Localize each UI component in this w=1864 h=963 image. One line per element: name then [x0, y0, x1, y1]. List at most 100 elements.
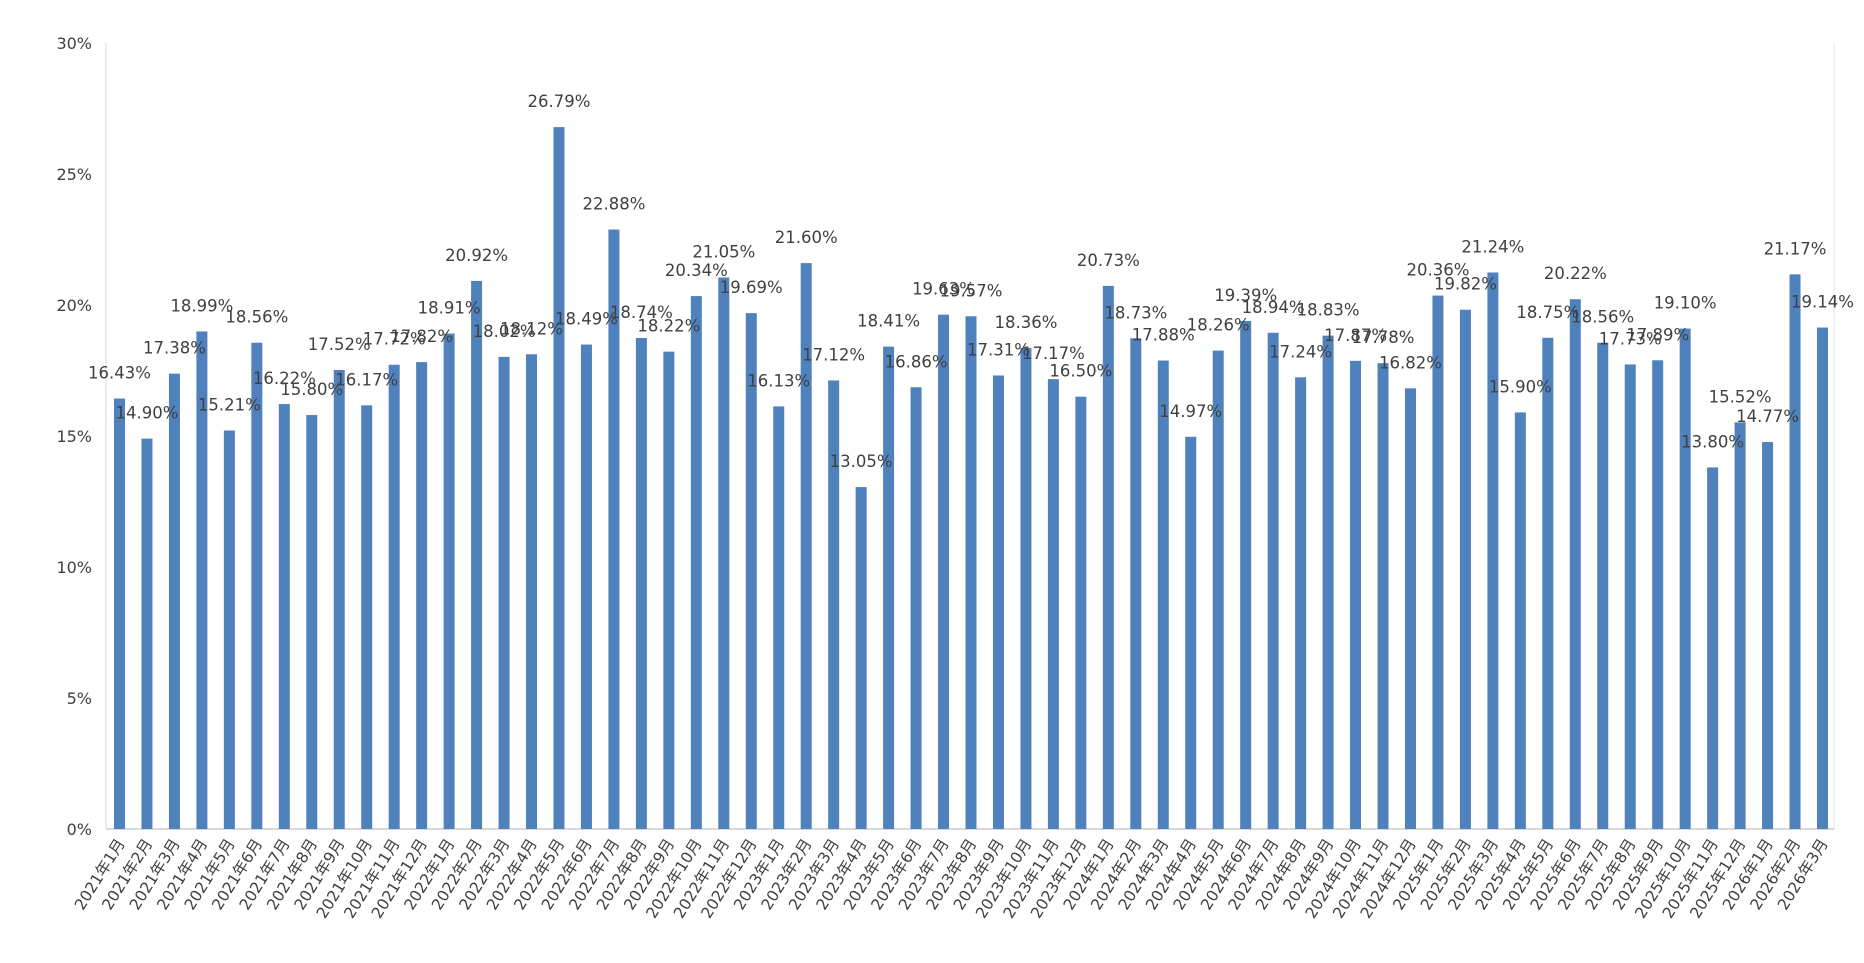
- bar: [745, 313, 757, 829]
- bar: [883, 346, 895, 829]
- bar-series: [114, 127, 1828, 830]
- data-label: 16.13%: [747, 371, 810, 390]
- bar: [1102, 285, 1114, 829]
- data-label: 17.73%: [1599, 329, 1662, 348]
- data-label: 14.90%: [116, 404, 179, 423]
- data-label: 18.94%: [1242, 298, 1305, 317]
- data-label: 18.75%: [1516, 303, 1579, 322]
- data-label: 18.02%: [473, 322, 536, 341]
- bar: [910, 387, 922, 829]
- bar: [1020, 347, 1032, 829]
- bar: [1350, 360, 1362, 829]
- bar: [992, 375, 1004, 829]
- data-label: 20.36%: [1406, 261, 1469, 280]
- bar: [1487, 272, 1499, 829]
- bar: [114, 398, 125, 829]
- data-label: 15.90%: [1489, 377, 1552, 396]
- y-tick-label: 20%: [56, 296, 92, 315]
- data-label: 21.17%: [1764, 239, 1827, 258]
- bar: [251, 342, 263, 829]
- data-label: 13.05%: [830, 452, 893, 471]
- bar: [278, 404, 290, 829]
- data-label: 17.87%: [1324, 326, 1387, 345]
- bar: [1075, 396, 1087, 829]
- data-label: 16.43%: [88, 364, 151, 383]
- bar: [196, 331, 208, 829]
- bar: [1817, 327, 1828, 829]
- data-label: 18.56%: [1571, 308, 1634, 327]
- data-label: 16.50%: [1049, 362, 1112, 381]
- data-label: 21.05%: [692, 242, 755, 261]
- bar: [1624, 364, 1636, 829]
- bar: [1157, 360, 1169, 829]
- data-label: 18.22%: [637, 317, 700, 336]
- y-tick-label: 30%: [56, 34, 92, 53]
- data-label: 17.24%: [1269, 342, 1332, 361]
- bar: [1789, 274, 1801, 830]
- y-tick-label: 5%: [67, 689, 92, 708]
- bar: [855, 487, 867, 829]
- bar: [168, 373, 180, 829]
- bar: [1267, 332, 1279, 829]
- bar: [223, 430, 235, 829]
- bar: [1047, 379, 1059, 829]
- data-label: 18.12%: [500, 319, 563, 338]
- data-label: 13.80%: [1681, 432, 1744, 451]
- data-label: 17.78%: [1352, 328, 1415, 347]
- bar: [1542, 337, 1554, 829]
- data-label: 19.14%: [1791, 293, 1854, 312]
- data-label: 17.72%: [363, 330, 426, 349]
- data-label: 17.88%: [1132, 326, 1195, 345]
- data-label: 20.92%: [445, 246, 508, 265]
- data-label: 19.82%: [1434, 275, 1497, 294]
- data-label: 18.83%: [1297, 301, 1360, 320]
- bar: [635, 338, 647, 829]
- data-label: 14.97%: [1159, 402, 1222, 421]
- y-tick-label: 10%: [56, 558, 92, 577]
- data-label: 21.60%: [775, 228, 838, 247]
- bar: [553, 127, 565, 830]
- bar: [498, 356, 510, 829]
- data-label: 17.52%: [308, 335, 371, 354]
- bar: [1652, 360, 1664, 829]
- bar: [800, 263, 812, 830]
- bar: [718, 277, 730, 829]
- y-tick-label: 25%: [56, 165, 92, 184]
- data-label: 17.31%: [967, 340, 1030, 359]
- bar: [1569, 299, 1581, 829]
- bar: [333, 369, 345, 829]
- bar: [416, 362, 428, 829]
- bar: [965, 316, 977, 829]
- bar: [443, 333, 455, 829]
- data-label: 15.21%: [198, 396, 261, 415]
- bar: [1212, 350, 1224, 829]
- bar: [773, 406, 785, 829]
- bar: [1432, 295, 1444, 829]
- data-label: 20.22%: [1544, 264, 1607, 283]
- data-label: 19.63%: [912, 280, 975, 299]
- bar: [526, 354, 538, 829]
- data-label: 18.49%: [555, 310, 618, 329]
- data-label: 16.17%: [335, 370, 398, 389]
- y-tick-label: 0%: [67, 820, 92, 839]
- data-label: 15.52%: [1709, 387, 1772, 406]
- y-tick-label: 15%: [56, 427, 92, 446]
- data-label: 17.82%: [390, 327, 453, 346]
- data-label-group: 16.43% 14.90% 17.38% 18.99% 15.21% 18.56% 16.2…: [88, 92, 1854, 471]
- bar: [361, 405, 373, 829]
- data-label: 20.34%: [665, 261, 728, 280]
- bar: [1185, 436, 1197, 829]
- bar: [141, 438, 153, 829]
- bar: [1734, 422, 1746, 829]
- bar: [580, 344, 592, 829]
- bar: [663, 351, 675, 829]
- data-label: 16.86%: [885, 352, 948, 371]
- data-label: 19.39%: [1214, 286, 1277, 305]
- bar: [1240, 320, 1252, 829]
- bar: [471, 280, 483, 829]
- data-label: 18.73%: [1104, 303, 1167, 322]
- bar: [1404, 388, 1416, 829]
- bar: [1514, 412, 1526, 829]
- data-label: 18.26%: [1187, 316, 1250, 335]
